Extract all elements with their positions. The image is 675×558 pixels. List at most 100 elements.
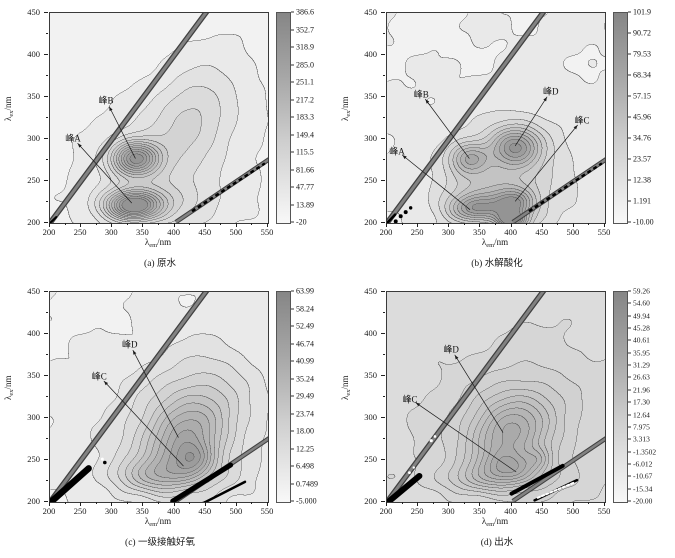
colorbar-tick-mark xyxy=(628,74,631,76)
y-tick-mark xyxy=(381,459,385,460)
x-tick-label: 450 xyxy=(535,227,549,237)
y-tick-label: 200 xyxy=(27,496,40,506)
x-tick-mark xyxy=(448,502,450,506)
plot-area: 峰D 峰C xyxy=(49,291,269,503)
x-minor-tick-mark xyxy=(126,502,128,504)
y-tick-label: 200 xyxy=(364,217,377,227)
x-tick-label: 350 xyxy=(136,227,149,237)
y-minor-tick-mark xyxy=(383,480,385,481)
colorbar-tick-mark xyxy=(291,448,294,449)
colorbar-tick-label: -5.000 xyxy=(296,496,317,506)
y-tick-label: 450 xyxy=(27,286,40,296)
colorbar-tick-label: -20 xyxy=(296,217,307,227)
colorbar-tick-label: 47.77 xyxy=(296,182,314,192)
colorbar-tick-mark xyxy=(628,475,631,477)
y-tick-label: 300 xyxy=(27,133,40,143)
y-tick-mark xyxy=(381,222,385,223)
colorbar-tick-label: 40.61 xyxy=(633,335,650,345)
colorbar-tick-mark xyxy=(291,64,294,65)
y-tick-label: 300 xyxy=(364,412,377,422)
colorbar-tick-mark xyxy=(628,414,631,416)
x-tick-mark xyxy=(235,502,237,506)
x-tick-label: 250 xyxy=(73,227,87,237)
colorbar-tick-label: 149.4 xyxy=(296,130,314,139)
x-tick-label: 200 xyxy=(42,506,56,516)
colorbar-tick-label: 1.191 xyxy=(633,196,651,206)
colorbar-tick-label: 12.38 xyxy=(633,175,651,185)
colorbar-tick-label: 34.76 xyxy=(633,133,651,143)
x-axis-label: λem/nm xyxy=(481,237,509,249)
y-tick-mark xyxy=(44,138,48,139)
x-axis-ticks: 200 250 300 350 400 450 500 550 xyxy=(43,502,273,518)
x-tick-mark xyxy=(267,223,268,227)
colorbar-tick-mark xyxy=(628,451,631,453)
x-minor-tick-mark xyxy=(526,223,528,225)
x-tick-mark xyxy=(448,223,450,227)
colorbar-tick-mark xyxy=(291,500,294,502)
x-minor-tick-mark xyxy=(401,223,403,225)
y-tick-mark xyxy=(44,96,48,97)
colorbar-tick-label: -10.67 xyxy=(633,471,653,481)
x-tick-label: 400 xyxy=(167,227,180,237)
x-tick-label: 500 xyxy=(566,227,580,237)
colorbar-tick-label: 217.2 xyxy=(296,95,314,104)
y-minor-tick-mark xyxy=(46,312,48,313)
colorbar-tick-label: -20.00 xyxy=(633,496,653,506)
x-tick-mark xyxy=(49,223,50,227)
x-tick-mark xyxy=(111,223,113,227)
colorbar-tick-mark xyxy=(628,53,631,55)
x-minor-tick-mark xyxy=(95,223,97,225)
x-minor-tick-mark xyxy=(251,223,253,225)
colorbar-tick-label: 352.7 xyxy=(296,25,314,34)
colorbar-tick-label: -10.00 xyxy=(633,217,654,227)
y-minor-tick-mark xyxy=(46,396,48,397)
x-minor-tick-mark xyxy=(557,223,559,225)
colorbar-tick-mark xyxy=(628,200,631,202)
colorbar-tick-label: 12.64 xyxy=(633,410,650,420)
colorbar-tick-label: -15.34 xyxy=(633,484,653,494)
colorbar-tick-mark xyxy=(628,463,631,465)
plot-area: 峰B 峰A xyxy=(49,12,269,224)
x-tick-mark xyxy=(417,502,419,506)
eem-panel-c: λex/nm 200 250 300 350 400 450 峰D 峰C 200 250 300… xyxy=(0,279,338,558)
colorbar-tick-label: 29.49 xyxy=(296,391,314,401)
x-tick-label: 550 xyxy=(260,227,274,237)
plot-area: 峰B 峰D 峰C 峰A xyxy=(386,12,606,224)
colorbar-tick-label: 6.498 xyxy=(296,461,314,471)
colorbar-tick-label: 45.96 xyxy=(633,112,651,122)
y-tick-mark xyxy=(44,291,48,292)
x-tick-label: 550 xyxy=(260,506,274,516)
y-tick-label: 350 xyxy=(364,370,377,380)
colorbar-tick-mark xyxy=(291,483,294,484)
eem-contour-canvas xyxy=(387,292,605,502)
colorbar-tick-label: 90.72 xyxy=(633,28,651,38)
x-tick-label: 400 xyxy=(504,506,517,516)
colorbar-tick-mark xyxy=(628,302,631,304)
colorbar-tick-label: 183.3 xyxy=(296,112,314,122)
colorbar-tick-mark xyxy=(628,327,631,329)
y-tick-mark xyxy=(44,180,48,181)
y-axis-ticks: 200 250 300 350 400 450 xyxy=(0,7,49,227)
colorbar: 101.9 90.72 79.53 68.34 57.15 45.96 34.76 23.57… xyxy=(613,8,675,227)
colorbar-tick-label: 17.30 xyxy=(633,397,650,407)
y-tick-mark xyxy=(44,417,48,418)
x-axis-label: λem/nm xyxy=(481,516,509,528)
colorbar-tick-mark xyxy=(628,32,631,34)
colorbar-tick-mark xyxy=(628,401,631,403)
panel-caption: (d) 出水 xyxy=(480,538,514,548)
colorbar-tick-label: -6.012 xyxy=(633,459,653,469)
colorbar-tick-mark xyxy=(291,11,294,13)
y-tick-label: 250 xyxy=(27,175,40,185)
colorbar-tick-mark xyxy=(628,488,631,490)
colorbar-tick-mark xyxy=(291,290,294,292)
colorbar-tick-mark xyxy=(291,116,294,118)
y-minor-tick-mark xyxy=(46,438,48,439)
colorbar-tick-label: 101.9 xyxy=(633,7,651,17)
colorbar-tick-label: 58.24 xyxy=(296,304,314,313)
colorbar-tick-label: 115.5 xyxy=(296,147,314,157)
y-minor-tick-mark xyxy=(46,75,48,76)
colorbar-tick-label: 81.66 xyxy=(296,165,314,174)
colorbar-tick-mark xyxy=(291,343,294,344)
colorbar-tick-label: 52.49 xyxy=(296,321,314,331)
y-minor-tick-mark xyxy=(383,201,385,202)
